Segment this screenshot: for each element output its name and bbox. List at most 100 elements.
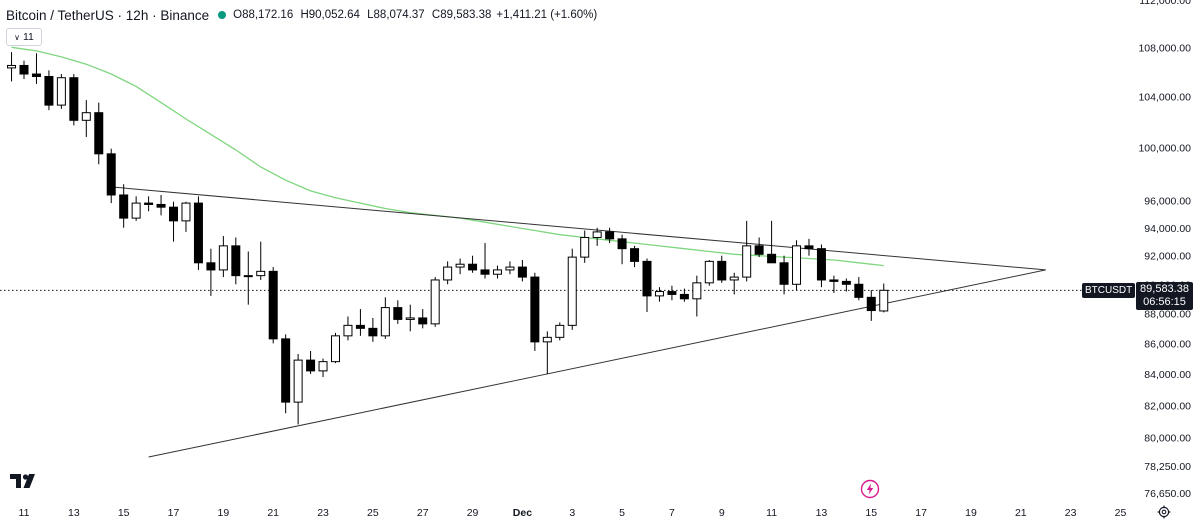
- price-tick-label: 76,650.00: [1144, 488, 1191, 500]
- time-tick-label: 19: [965, 507, 977, 519]
- symbol-title[interactable]: Bitcoin / TetherUS · 12h · Binance: [6, 7, 210, 23]
- candle-down: [206, 262, 216, 271]
- candle-down: [169, 206, 179, 222]
- time-tick-label: 7: [669, 507, 675, 519]
- candle-up: [430, 279, 440, 325]
- candle-up: [542, 336, 552, 343]
- candle-down: [306, 359, 316, 372]
- candle-down: [268, 270, 278, 340]
- candle-down: [717, 260, 727, 281]
- candle-down: [630, 248, 640, 262]
- candle-up: [792, 245, 802, 285]
- current-price-badge: 89,583.38 06:56:15: [1136, 282, 1193, 311]
- candle-down: [530, 276, 540, 343]
- candle-up: [56, 77, 66, 106]
- close-value: 89,583.38: [440, 9, 492, 21]
- candle-down: [94, 112, 104, 155]
- time-tick-label: 5: [619, 507, 625, 519]
- change-value: +1,411.21 (+1.60%): [496, 9, 598, 21]
- candle-up: [81, 112, 91, 121]
- candle-up: [293, 359, 303, 403]
- candle-down: [355, 324, 365, 329]
- price-tick-label: 112,000.00: [1139, 0, 1191, 7]
- candle-down: [193, 202, 203, 264]
- time-tick-label: 11: [19, 507, 30, 519]
- price-scale[interactable]: 112,000.00 108,000.00 104,000.00 100,000.00…: [1138, 0, 1191, 500]
- candle-up: [455, 263, 465, 268]
- candle-down: [144, 202, 154, 205]
- candle-up: [343, 324, 353, 337]
- candle-down: [31, 73, 41, 77]
- candle-down: [779, 262, 789, 285]
- candle-down: [156, 203, 166, 208]
- time-tick-label: 23: [317, 507, 329, 519]
- candle-up: [555, 324, 565, 338]
- price-tick-label: 80,000.00: [1144, 432, 1191, 444]
- candle-up: [218, 245, 228, 271]
- candle-up: [692, 282, 702, 300]
- price-tick-label: 92,000.00: [1144, 251, 1191, 263]
- candles: [7, 52, 889, 425]
- ohlc-values: O88,172.16 H90,052.64 L88,074.37 C89,583…: [233, 9, 491, 21]
- moving-average: [11, 46, 884, 267]
- candle-up: [405, 317, 415, 320]
- high-label: H: [300, 9, 309, 21]
- candle-down: [605, 231, 615, 240]
- close-label: C: [431, 9, 441, 21]
- candle-down: [19, 64, 29, 75]
- candle-down: [667, 291, 677, 295]
- candle-down: [119, 194, 129, 219]
- time-tick-label: 27: [417, 507, 429, 519]
- price-tick-label: 96,000.00: [1144, 195, 1191, 207]
- trendlines[interactable]: [111, 186, 1046, 458]
- candle-up: [131, 202, 141, 219]
- candle-up: [443, 266, 453, 281]
- price-tick-label: 94,000.00: [1144, 223, 1191, 235]
- market-status-icon: [218, 11, 227, 19]
- candle-up: [729, 276, 739, 281]
- time-tick-label: 3: [569, 507, 575, 519]
- price-tick-label: 84,000.00: [1144, 369, 1191, 381]
- tradingview-logo-icon[interactable]: [10, 474, 40, 490]
- candle-up: [879, 289, 889, 312]
- flash-icon[interactable]: [860, 479, 880, 499]
- low-value: 88,074.37: [373, 9, 425, 21]
- time-tick-label: 21: [1015, 507, 1027, 519]
- price-tick-label: 78,250.00: [1144, 461, 1191, 473]
- candle-down: [841, 280, 851, 285]
- symbol-price-badge: BTCUSDT: [1082, 283, 1136, 299]
- price-tick-label: 100,000.00: [1138, 142, 1191, 154]
- candle-down: [44, 75, 54, 106]
- upper-trendline: [111, 186, 1046, 271]
- candle-down: [418, 317, 428, 325]
- chevron-down-icon: ∨: [14, 32, 20, 42]
- open-label: O: [233, 9, 243, 21]
- candle-down: [69, 77, 79, 121]
- candle-down: [281, 338, 291, 403]
- candle-up: [181, 202, 191, 222]
- time-tick-label: 13: [68, 507, 80, 519]
- time-tick-label: 21: [267, 507, 279, 519]
- gear-icon[interactable]: [1157, 505, 1171, 519]
- candle-up: [492, 269, 502, 275]
- candle-down: [754, 245, 764, 255]
- symbol-legend: Bitcoin / TetherUS · 12h · Binance O88,1…: [6, 6, 597, 24]
- candle-up: [654, 291, 664, 297]
- candle-up: [7, 64, 17, 69]
- time-tick-label: Dec: [513, 507, 532, 519]
- time-axis[interactable]: 11 13 15 17 19 21 23 25 27 29 Dec 3 5 7 9 11 13 15 17 19 21 2…: [19, 507, 1127, 519]
- candle-up: [592, 231, 602, 238]
- time-tick-label: 19: [218, 507, 230, 519]
- candle-down: [231, 245, 241, 277]
- candle-up: [243, 275, 253, 278]
- bar-countdown: 06:56:15: [1143, 296, 1186, 309]
- indicators-toggle-button[interactable]: ∨ 11: [6, 28, 42, 46]
- candle-up: [580, 236, 590, 258]
- candle-down: [468, 263, 478, 271]
- time-tick-label: 25: [1115, 507, 1127, 519]
- time-tick-label: 29: [467, 507, 479, 519]
- lower-trendline: [148, 269, 1046, 458]
- candle-down: [804, 245, 814, 250]
- candle-down: [642, 260, 652, 297]
